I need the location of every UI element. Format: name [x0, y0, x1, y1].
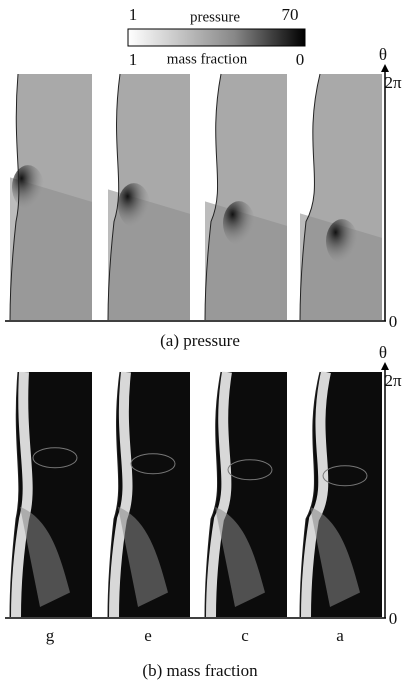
colorbar-min: 1	[129, 50, 138, 69]
panel-label: e	[144, 626, 152, 645]
axis-bottom: 0	[389, 609, 398, 628]
panel-edge	[204, 371, 222, 618]
axis-top: 2π	[384, 371, 402, 390]
plume	[215, 506, 265, 607]
panels: θ 2π 0 g e c a θ 2π 0	[5, 45, 402, 645]
panel-label: c	[241, 626, 249, 645]
panel-edge	[9, 73, 20, 321]
caption: (b) mass fraction	[142, 661, 258, 680]
plume	[20, 506, 70, 607]
shock-region	[12, 165, 44, 210]
shock-region	[223, 201, 255, 246]
panel-edge	[107, 371, 121, 618]
panel-edge	[299, 73, 321, 321]
axis-arrow	[381, 64, 389, 72]
plume	[118, 506, 168, 607]
contour	[32, 447, 78, 469]
colorbar-max: 0	[296, 50, 305, 69]
axis-label: θ	[379, 45, 387, 64]
colorbar-label: pressure	[190, 9, 240, 25]
colorbar-max: 70	[282, 5, 299, 24]
contour	[227, 459, 273, 481]
axis-top: 2π	[384, 73, 402, 92]
axis-label: θ	[379, 343, 387, 362]
contour	[322, 465, 368, 487]
shock-region	[118, 183, 150, 228]
pressure-panel-lower	[10, 177, 92, 320]
axis-arrow	[381, 362, 389, 370]
panel-edge	[9, 371, 20, 618]
plume	[310, 506, 360, 607]
panel-edge	[204, 73, 222, 321]
pressure-panel-lower	[300, 213, 382, 320]
panel-label: g	[46, 626, 55, 645]
colorbar-min: 1	[129, 5, 138, 24]
colorbar-label: mass fraction	[167, 51, 248, 67]
contour	[130, 453, 176, 475]
panel-edge	[107, 73, 121, 321]
panel-label: a	[336, 626, 344, 645]
shock-region	[326, 219, 358, 264]
axis-bottom: 0	[389, 312, 398, 331]
panel-edge	[299, 371, 321, 618]
colorbar	[127, 28, 306, 47]
caption: (a) pressure	[160, 331, 240, 350]
